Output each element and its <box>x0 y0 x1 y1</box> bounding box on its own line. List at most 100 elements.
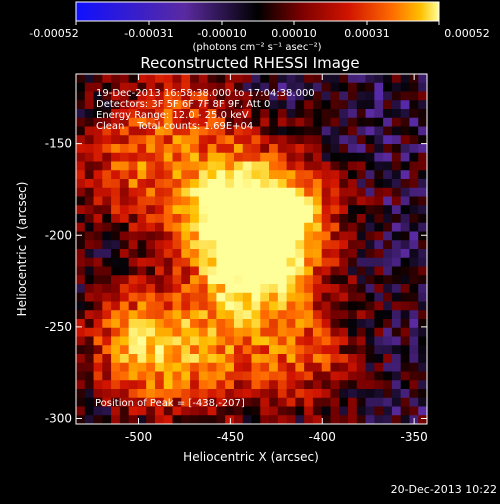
heatmap-cell <box>409 187 419 197</box>
heatmap-cell <box>93 354 103 364</box>
heatmap-cell <box>251 257 261 267</box>
heatmap-cell <box>286 196 296 206</box>
heatmap-cell <box>365 231 375 241</box>
heatmap-cell <box>356 327 366 337</box>
heatmap-cell <box>251 371 261 381</box>
heatmap-cell <box>102 389 112 399</box>
heatmap-cell <box>277 362 287 372</box>
heatmap-cell <box>146 284 156 294</box>
heatmap-cell <box>295 100 305 110</box>
heatmap-cell <box>400 362 410 372</box>
heatmap-cell <box>207 310 217 320</box>
heatmap-cell <box>409 231 419 241</box>
heatmap-cell <box>119 100 130 110</box>
heatmap-cell <box>277 319 287 329</box>
heatmap-cell <box>163 319 173 329</box>
heatmap-cell <box>154 336 165 346</box>
heatmap-cell <box>76 82 86 92</box>
heatmap-cell <box>207 109 217 119</box>
heatmap-cell <box>339 231 349 241</box>
heatmap-cell <box>383 222 393 232</box>
heatmap-cell <box>76 205 86 215</box>
heatmap-cell <box>128 231 138 241</box>
heatmap-cell <box>251 205 261 215</box>
heatmap-cell <box>383 144 393 154</box>
heatmap-cell <box>418 327 428 337</box>
heatmap-cell <box>111 362 121 372</box>
heatmap-cell <box>269 152 279 162</box>
heatmap-cell <box>128 371 138 381</box>
heatmap-cell <box>374 117 384 127</box>
heatmap-cell <box>207 336 217 346</box>
heatmap-cell <box>295 187 305 197</box>
heatmap-cell <box>409 222 419 232</box>
heatmap-cell <box>409 406 419 416</box>
heatmap-cell <box>330 380 340 390</box>
heatmap-cell <box>251 397 261 407</box>
heatmap-cell <box>93 179 103 189</box>
heatmap-cell <box>348 100 358 110</box>
heatmap-cell <box>330 389 340 399</box>
heatmap-cell <box>181 345 191 355</box>
heatmap-cell <box>207 161 217 171</box>
heatmap-cell <box>146 397 156 407</box>
heatmap-cell <box>339 380 349 390</box>
heatmap-cell <box>356 100 366 110</box>
heatmap-cell <box>146 319 156 329</box>
heatmap-cell <box>312 406 323 416</box>
heatmap-cell <box>172 82 182 92</box>
heatmap-cell <box>216 91 226 101</box>
heatmap-cell <box>225 362 235 372</box>
heatmap-cell <box>190 152 200 162</box>
heatmap-cell <box>365 240 375 250</box>
heatmap-cell <box>251 327 261 337</box>
heatmap-cell <box>119 301 130 311</box>
heatmap-cell <box>84 389 94 399</box>
heatmap-cell <box>269 187 279 197</box>
heatmap-cell <box>198 240 209 250</box>
heatmap-cell <box>163 284 173 294</box>
heatmap-cell <box>111 170 121 180</box>
heatmap-cell <box>93 117 103 127</box>
heatmap-cell <box>391 249 402 259</box>
heatmap-cell <box>128 380 138 390</box>
heatmap-cell <box>400 415 410 425</box>
heatmap-cell <box>137 389 147 399</box>
heatmap-cell <box>216 362 226 372</box>
heatmap-cell <box>277 249 287 259</box>
heatmap-cell <box>251 214 261 224</box>
heatmap-cell <box>400 109 410 119</box>
heatmap-cell <box>233 354 244 364</box>
heatmap-cell <box>93 292 103 302</box>
heatmap-cell <box>356 91 366 101</box>
heatmap-cell <box>383 284 393 294</box>
heatmap-cell <box>102 231 112 241</box>
heatmap-cell <box>277 336 287 346</box>
heatmap-cell <box>119 310 130 320</box>
heatmap-cell <box>348 319 358 329</box>
heatmap-cell <box>172 301 182 311</box>
heatmap-cell <box>128 266 138 276</box>
heatmap-cell <box>137 371 147 381</box>
heatmap-cell <box>277 406 287 416</box>
heatmap-cell <box>119 144 130 154</box>
heatmap-cell <box>391 354 402 364</box>
heatmap-cell <box>330 397 340 407</box>
heatmap-cell <box>172 152 182 162</box>
heatmap-cell <box>356 406 366 416</box>
heatmap-cell <box>242 275 252 285</box>
heatmap-cell <box>418 100 428 110</box>
heatmap-cell <box>198 82 209 92</box>
heatmap-cell <box>391 319 402 329</box>
heatmap-cell <box>225 179 235 189</box>
heatmap-cell <box>181 214 191 224</box>
heatmap-cell <box>409 310 419 320</box>
heatmap-cell <box>418 170 428 180</box>
heatmap-cell <box>242 362 252 372</box>
heatmap-cell <box>111 336 121 346</box>
heatmap-cell <box>172 240 182 250</box>
heatmap-cell <box>409 327 419 337</box>
heatmap-cell <box>418 345 428 355</box>
heatmap-cell <box>269 310 279 320</box>
heatmap-cell <box>260 222 270 232</box>
